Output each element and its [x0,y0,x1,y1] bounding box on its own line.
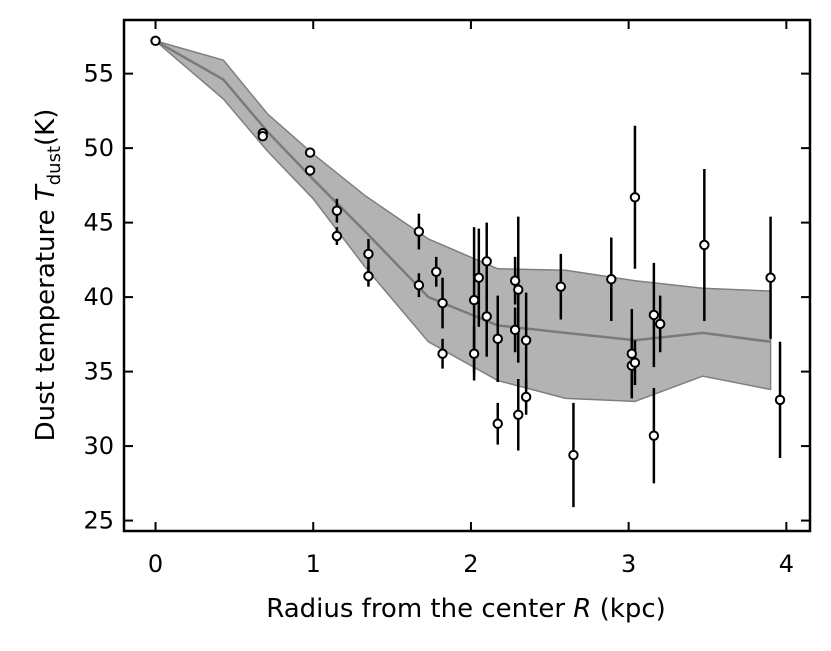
data-point [513,409,524,420]
x-tick-label: 4 [779,550,794,578]
data-points [150,35,786,461]
data-point [331,205,343,216]
data-point [468,348,480,359]
x-axis-label-pre: Radius from the center [266,594,573,624]
data-point [774,394,786,406]
data-point [520,391,532,403]
x-axis-ticks: 0 1 2 3 4 [148,20,794,578]
y-axis-label-sub: dust [44,146,65,185]
median-line [154,39,771,344]
confidence-band [155,40,772,403]
x-tick-label: 3 [621,550,636,578]
data-point [363,248,374,260]
data-point [481,311,492,322]
data-point [629,357,641,368]
y-tick-label: 50 [83,134,114,162]
data-point [413,226,425,237]
x-tick-label: 0 [148,550,163,578]
y-tick-label: 30 [83,432,114,460]
data-point [481,256,492,267]
y-tick-label: 40 [83,283,114,311]
data-point [468,294,480,306]
data-point [331,230,343,242]
data-point [431,266,442,277]
data-point [555,281,567,292]
data-point [413,279,425,291]
x-tick-label: 1 [306,550,321,578]
x-axis-label-post: (kpc) [591,594,665,624]
data-point [492,333,503,345]
data-point [509,275,521,286]
y-axis-label: Dust temperature Tdust(K) [31,109,65,442]
y-axis-label-var: T [31,183,61,201]
data-point [699,239,710,251]
axes-frame [122,18,812,533]
y-axis-label-pre: Dust temperature [31,201,61,441]
data-point [304,147,316,158]
x-tick-label: 2 [463,550,478,578]
data-point [473,272,485,283]
y-tick-label: 25 [83,507,114,535]
data-point [568,449,579,461]
y-tick-label: 55 [83,60,114,88]
plot-area [150,35,786,508]
data-point [150,35,161,47]
y-axis-label-post: (K) [31,109,61,146]
data-point [509,324,521,336]
data-point [648,430,660,441]
data-point [513,284,524,295]
data-point [437,348,448,359]
data-point [520,335,532,346]
y-tick-label: 45 [83,209,114,237]
data-point [363,271,374,282]
y-axis-ticks: 25 30 35 40 45 50 55 [83,60,810,535]
x-axis-label: Radius from the center R (kpc) [266,594,666,624]
data-point [654,318,666,330]
data-point [304,165,316,176]
data-point [648,309,660,321]
data-point [257,131,268,142]
data-point [437,297,448,309]
data-point [765,272,776,283]
x-axis-label-var: R [573,594,591,624]
y-tick-label: 35 [83,358,114,386]
data-point [606,274,617,285]
data-point [626,348,637,359]
data-point [629,192,641,203]
data-point [492,418,503,429]
